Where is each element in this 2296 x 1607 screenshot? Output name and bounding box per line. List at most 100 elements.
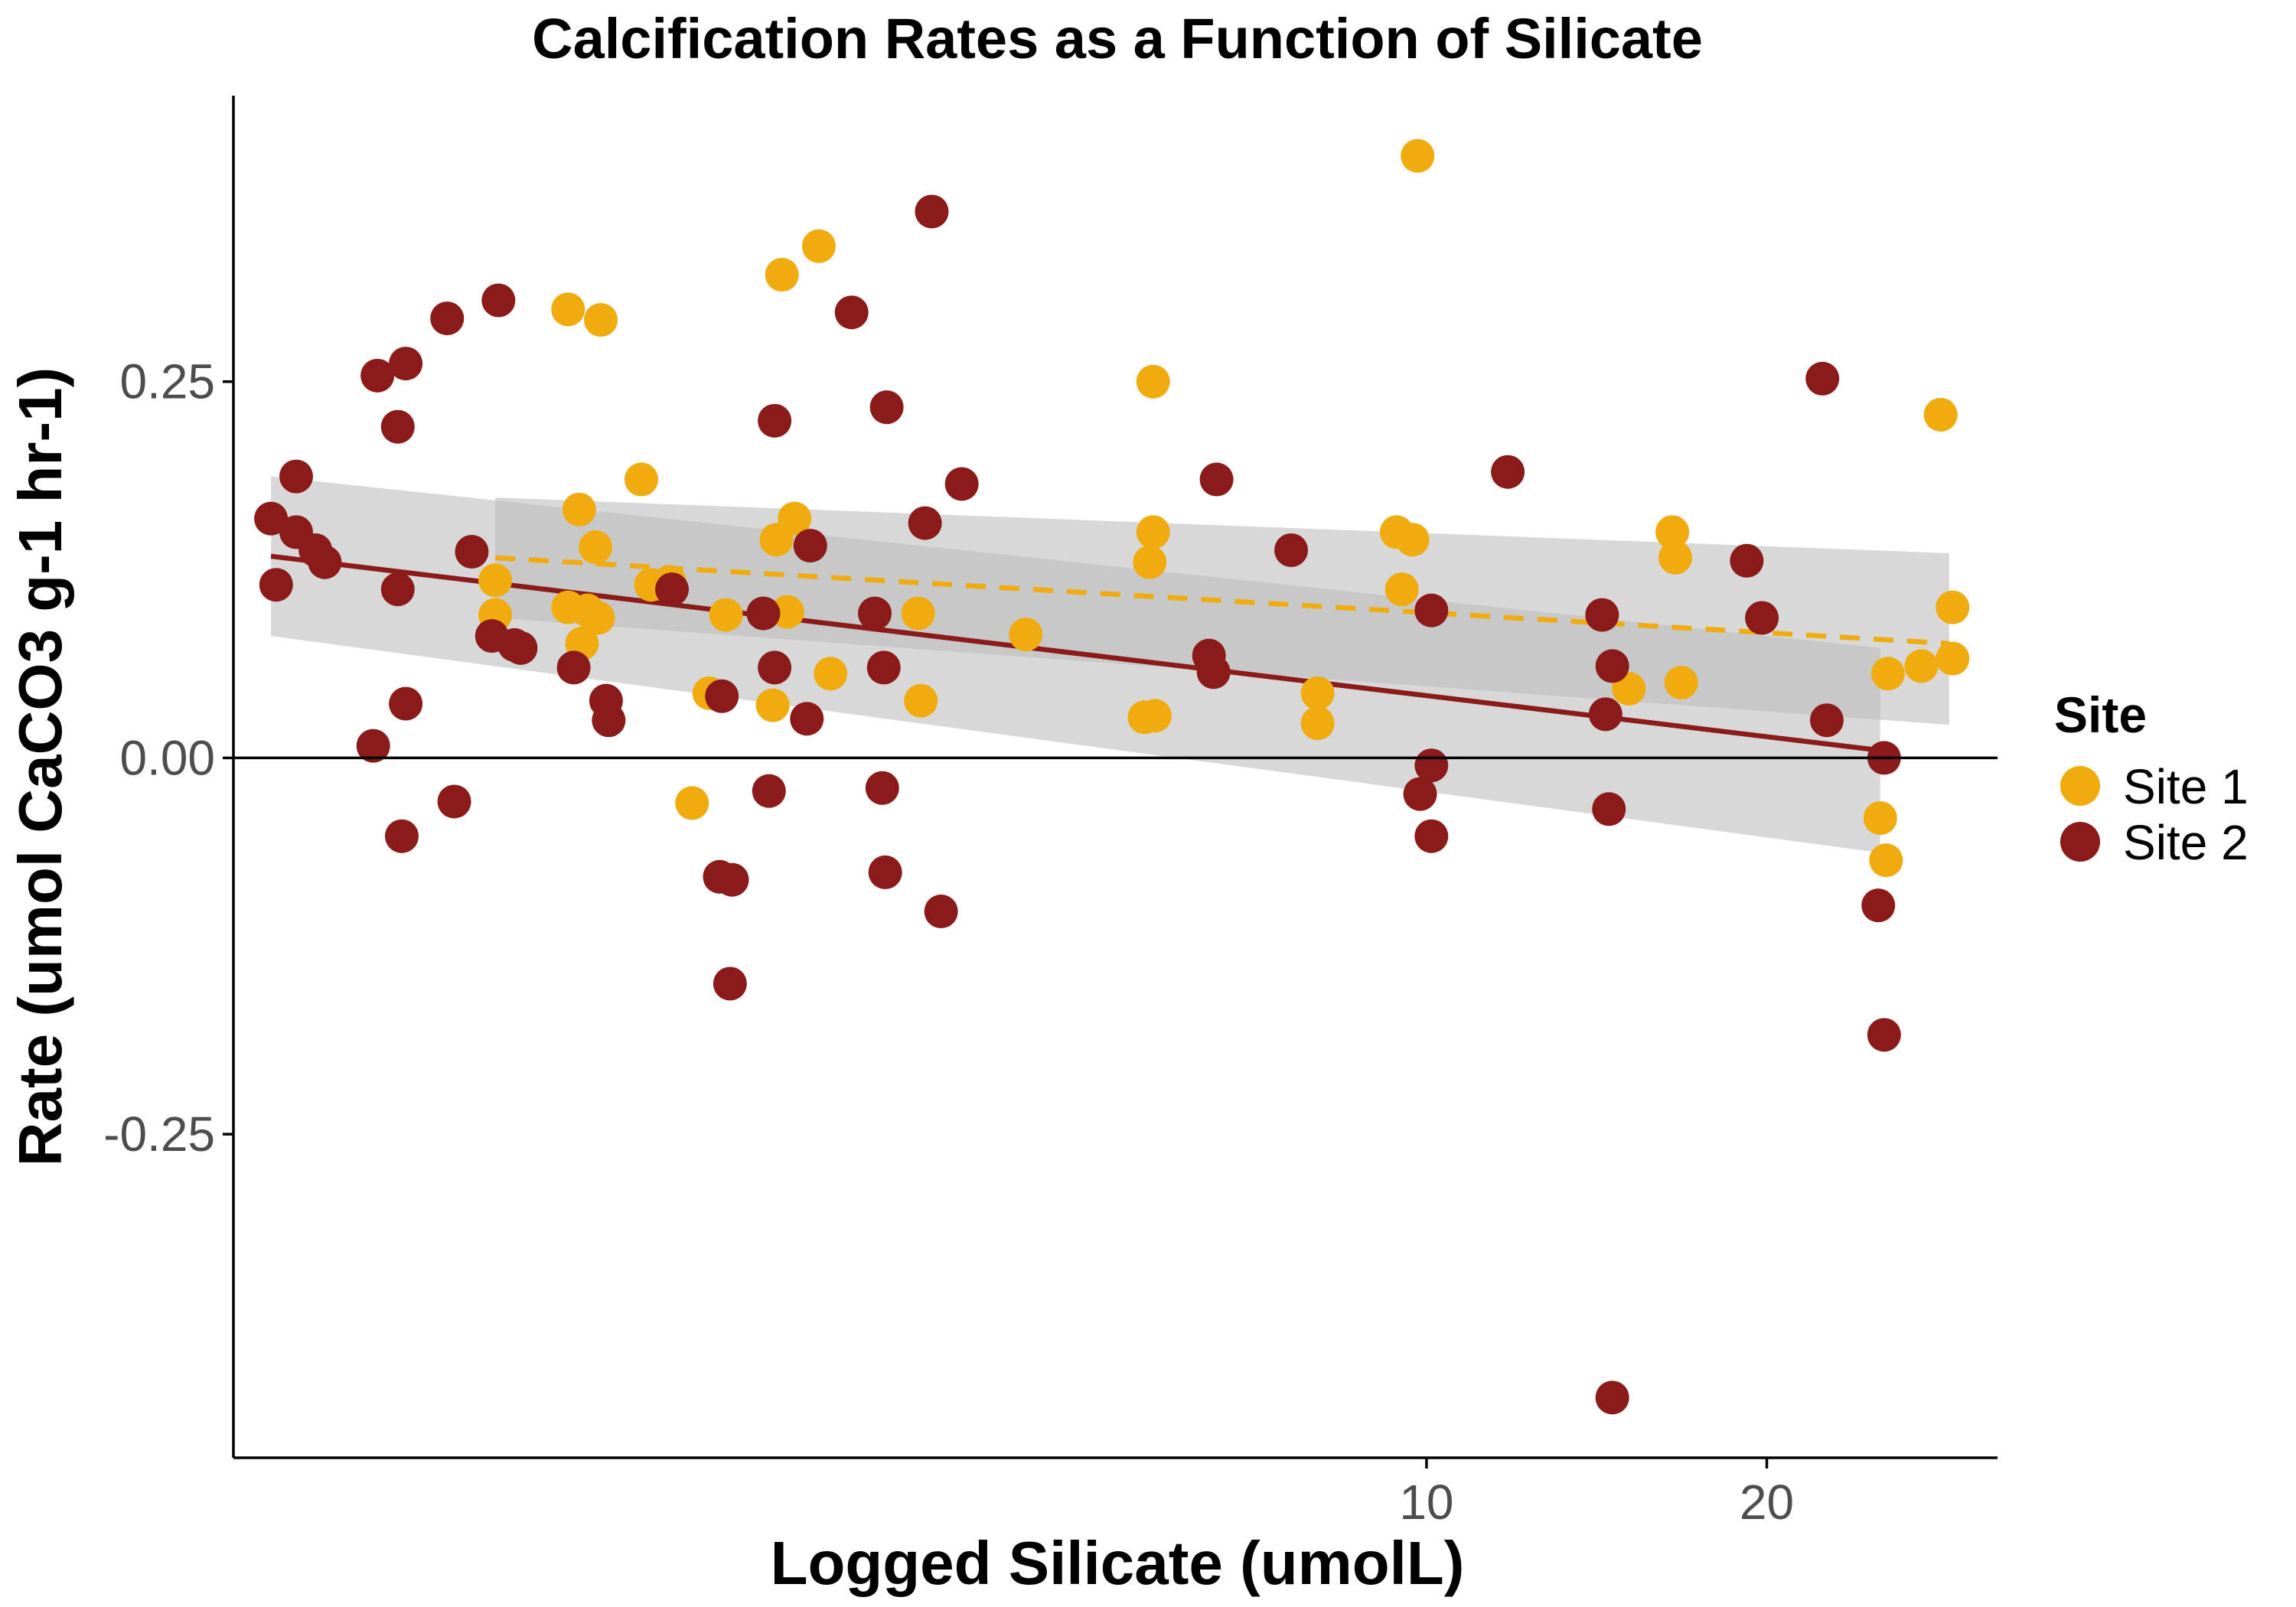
data-point-site-2 xyxy=(384,819,419,853)
data-point-site-1 xyxy=(579,530,613,565)
data-point-site-2 xyxy=(865,771,899,805)
legend: Site Site 1 Site 2 xyxy=(2054,686,2249,870)
y-tick-label: 0.25 xyxy=(119,354,215,409)
data-point-site-2 xyxy=(1491,455,1525,489)
data-point-site-2 xyxy=(360,358,395,393)
data-point-site-1 xyxy=(584,303,618,337)
data-point-site-1 xyxy=(478,563,513,598)
data-point-site-1 xyxy=(1870,657,1905,691)
data-point-site-1 xyxy=(1863,801,1897,836)
data-point-site-1 xyxy=(624,462,658,497)
data-point-site-2 xyxy=(1595,1380,1629,1415)
data-point-site-2 xyxy=(481,283,516,318)
data-point-site-2 xyxy=(1592,792,1626,826)
data-point-site-1 xyxy=(1300,706,1335,741)
data-point-site-2 xyxy=(1588,697,1623,732)
y-tick-label: 0.00 xyxy=(119,730,215,785)
data-point-site-1 xyxy=(1655,515,1690,549)
data-point-site-2 xyxy=(592,703,626,738)
data-point-site-1 xyxy=(765,258,799,292)
data-point-site-2 xyxy=(858,596,892,631)
y-axis-title: Rate (umol CaCO3 g-1 hr-1) xyxy=(6,367,74,1167)
data-point-site-1 xyxy=(1136,364,1170,399)
data-point-site-1 xyxy=(1384,572,1419,607)
data-point-site-2 xyxy=(944,467,979,501)
data-point-site-1 xyxy=(581,601,615,635)
data-point-site-2 xyxy=(1403,777,1437,811)
data-point-site-1 xyxy=(1658,540,1693,575)
y-axis-ticks: -0.25 0.00 0.25 xyxy=(103,354,233,1162)
data-point-site-1 xyxy=(904,683,938,718)
x-tick-label: 10 xyxy=(1399,1475,1453,1530)
data-point-site-1 xyxy=(562,492,596,526)
data-point-site-2 xyxy=(1861,888,1896,923)
data-point-site-2 xyxy=(279,459,313,494)
data-point-site-2 xyxy=(1730,543,1764,578)
legend-label-site-2: Site 2 xyxy=(2123,815,2249,870)
data-point-site-2 xyxy=(556,650,591,685)
x-tick-label: 20 xyxy=(1740,1475,1794,1530)
data-point-site-1 xyxy=(1133,545,1167,579)
data-point-site-2 xyxy=(430,302,465,336)
data-point-site-2 xyxy=(1867,1018,1901,1052)
data-point-site-2 xyxy=(866,650,901,685)
data-point-site-2 xyxy=(793,529,827,563)
data-point-site-1 xyxy=(551,292,585,327)
data-point-site-2 xyxy=(868,855,902,889)
data-point-site-2 xyxy=(790,702,824,736)
data-point-site-2 xyxy=(1805,361,1840,396)
data-point-site-2 xyxy=(1809,703,1844,738)
data-point-site-1 xyxy=(801,229,836,263)
data-point-site-2 xyxy=(254,501,289,536)
data-point-site-2 xyxy=(1414,819,1449,853)
data-point-site-2 xyxy=(389,347,423,381)
data-point-site-2 xyxy=(1274,533,1309,567)
data-point-site-2 xyxy=(1414,593,1449,627)
data-point-site-1 xyxy=(1664,666,1698,700)
data-point-site-2 xyxy=(908,506,942,540)
data-point-site-2 xyxy=(1414,748,1449,783)
data-point-site-1 xyxy=(1137,699,1172,733)
data-point-site-2 xyxy=(389,686,423,721)
data-point-site-2 xyxy=(1196,655,1231,689)
data-point-site-2 xyxy=(308,545,342,579)
data-point-site-1 xyxy=(778,501,812,536)
x-axis-ticks: 10 20 xyxy=(1399,1458,1794,1530)
data-point-site-1 xyxy=(814,657,848,691)
data-point-site-1 xyxy=(709,598,743,632)
data-point-site-2 xyxy=(869,390,904,425)
data-point-site-1 xyxy=(1904,649,1939,683)
data-point-site-2 xyxy=(746,596,781,631)
data-point-site-2 xyxy=(437,784,471,819)
data-point-site-2 xyxy=(380,572,415,607)
data-point-site-2 xyxy=(356,729,390,763)
data-point-site-1 xyxy=(1936,641,1970,676)
data-point-site-2 xyxy=(758,650,792,685)
data-point-site-2 xyxy=(915,194,949,229)
x-axis-title: Logged Silicate (umolL) xyxy=(771,1529,1465,1597)
data-point-site-2 xyxy=(715,862,749,897)
chart-title: Calcification Rates as a Function of Sil… xyxy=(532,7,1703,70)
data-point-site-2 xyxy=(654,572,689,607)
data-points xyxy=(254,139,1970,1415)
data-point-site-1 xyxy=(1009,618,1043,652)
data-point-site-1 xyxy=(675,786,709,820)
data-point-site-1 xyxy=(755,688,790,722)
data-point-site-2 xyxy=(752,774,786,808)
legend-key-site-2 xyxy=(2060,822,2100,862)
data-point-site-2 xyxy=(1745,601,1779,635)
data-point-site-2 xyxy=(380,409,415,444)
data-point-site-2 xyxy=(259,568,293,602)
data-point-site-2 xyxy=(455,534,489,569)
legend-label-site-1: Site 1 xyxy=(2123,759,2249,814)
confidence-band-site-1 xyxy=(495,497,1949,725)
data-point-site-1 xyxy=(1923,397,1958,432)
data-point-site-1 xyxy=(1936,590,1970,624)
y-tick-label: -0.25 xyxy=(103,1107,215,1162)
data-point-site-1 xyxy=(1395,523,1430,557)
data-point-site-1 xyxy=(1136,515,1170,549)
data-point-site-2 xyxy=(504,631,538,665)
data-point-site-2 xyxy=(705,679,739,713)
data-point-site-2 xyxy=(1595,649,1629,683)
